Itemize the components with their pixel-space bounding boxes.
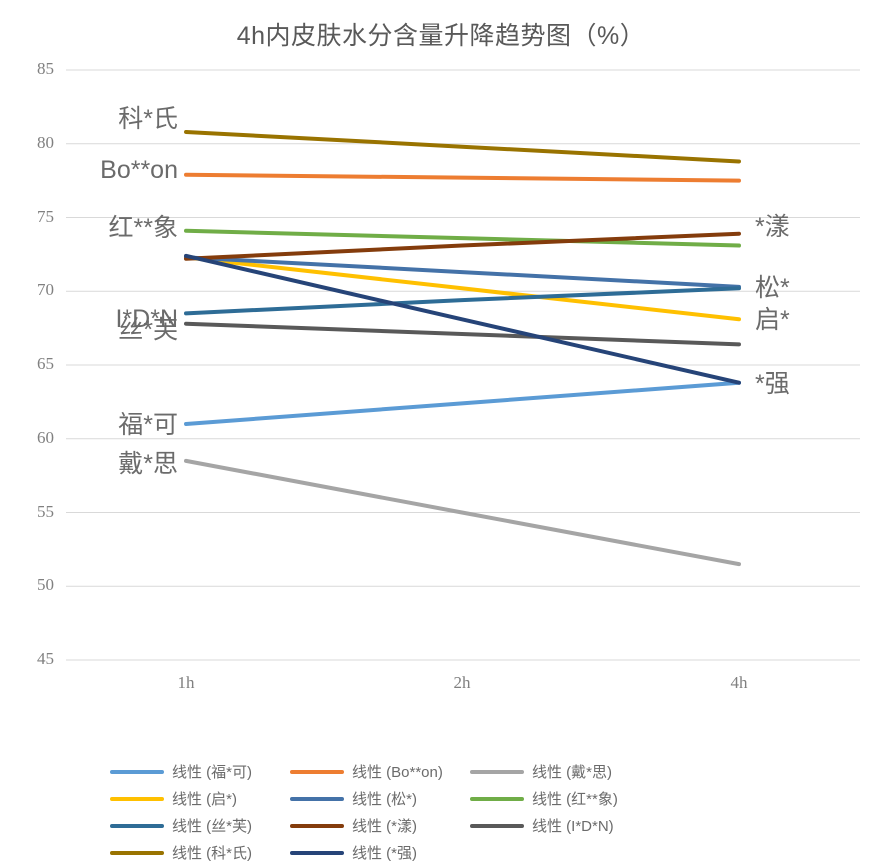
- series-label-right: 松*: [755, 273, 790, 302]
- legend-item[interactable]: 线性 (松*): [290, 785, 470, 812]
- series-line: [184, 286, 741, 316]
- legend-color-swatch: [290, 769, 344, 774]
- y-axis-tick-label: 75: [37, 206, 54, 226]
- y-axis-tick-label: 65: [37, 354, 54, 373]
- series-label-left: 丝*芙: [118, 316, 178, 345]
- legend-color-swatch: [110, 769, 164, 774]
- y-axis-tick-label: 85: [37, 59, 54, 78]
- legend-item[interactable]: 线性 (*漾): [290, 812, 470, 839]
- y-axis-tick-label: 60: [37, 427, 54, 447]
- legend-item-label: 线性 (*漾): [352, 818, 417, 835]
- legend-item-label: 线性 (启*): [172, 791, 237, 808]
- legend-item[interactable]: 线性 (*强): [290, 839, 470, 866]
- series-line: [184, 228, 741, 248]
- series-label-left: 红**象: [108, 213, 178, 242]
- series-label-left: 福*可: [118, 411, 178, 439]
- gridlines: [66, 69, 860, 661]
- series-line: [184, 321, 741, 347]
- series-label-left: 科*氏: [118, 104, 178, 133]
- y-axis-tick-label: 50: [37, 575, 54, 595]
- legend-item-label: 线性 (戴*思): [532, 764, 612, 781]
- legend-color-swatch: [110, 850, 164, 855]
- legend-item-label: 线性 (科*氏): [172, 845, 252, 862]
- legend-color-swatch: [110, 823, 164, 828]
- legend-item[interactable]: 线性 (红**象): [470, 785, 650, 812]
- legend-item[interactable]: 线性 (福*可): [110, 758, 290, 785]
- chart-legend: 线性 (福*可) 线性 (Bo**on) 线性 (戴*思) 线性 (启*) 线性 (松*…: [110, 758, 810, 866]
- series-label-left: I*D*N: [115, 304, 178, 333]
- y-axis-tick-label: 55: [37, 501, 54, 521]
- legend-color-swatch: [470, 769, 524, 774]
- series-line: [184, 255, 741, 322]
- series-line: [184, 458, 741, 567]
- legend-color-swatch: [290, 796, 344, 801]
- series-label-right: *强: [755, 369, 790, 398]
- legend-item[interactable]: 线性 (科*氏): [110, 839, 290, 866]
- legend-color-swatch: [470, 796, 524, 801]
- x-axis-tick-label: 2h: [453, 673, 471, 692]
- chart-title: 4h内皮肤水分含量升降趋势图（%）: [236, 22, 646, 50]
- legend-item[interactable]: 线性 (I*D*N): [470, 812, 650, 839]
- series-label-right: *漾: [755, 212, 790, 241]
- series-label-right: 启*: [755, 306, 790, 335]
- legend-item[interactable]: 线性 (启*): [110, 785, 290, 812]
- x-axis-tick-label: 4h: [730, 673, 748, 692]
- legend-item[interactable]: 线性 (丝*芙): [110, 812, 290, 839]
- series-label-left: 戴*思: [118, 449, 178, 478]
- legend-item-label: 线性 (*强): [352, 845, 417, 862]
- legend-item[interactable]: 线性 (Bo**on): [290, 758, 470, 785]
- series-line: [184, 380, 741, 426]
- legend-item-label: 线性 (红**象): [532, 791, 618, 808]
- legend-item-label: 线性 (松*): [352, 791, 417, 808]
- legend-color-swatch: [470, 823, 524, 828]
- x-axis-tick-label: 1h: [177, 673, 195, 692]
- legend-item-label: 线性 (丝*芙): [172, 818, 252, 835]
- series-line: [184, 129, 741, 164]
- legend-item[interactable]: 线性 (戴*思): [470, 758, 650, 785]
- legend-item-label: 线性 (I*D*N): [532, 818, 614, 835]
- series-label-left: Bo**on: [100, 155, 178, 184]
- y-axis-tick-label: 70: [37, 280, 54, 300]
- series-line: [184, 231, 741, 261]
- series-line: [184, 253, 741, 385]
- y-axis-tick-label: 45: [37, 649, 54, 668]
- series-line: [184, 255, 741, 289]
- legend-color-swatch: [110, 796, 164, 801]
- y-axis-tick-label: 80: [37, 132, 54, 152]
- legend-color-swatch: [290, 823, 344, 828]
- legend-item-label: 线性 (福*可): [172, 764, 252, 781]
- series-lines: [184, 129, 741, 567]
- legend-item-label: 线性 (Bo**on): [352, 764, 443, 781]
- series-line: [184, 172, 741, 183]
- legend-color-swatch: [290, 850, 344, 855]
